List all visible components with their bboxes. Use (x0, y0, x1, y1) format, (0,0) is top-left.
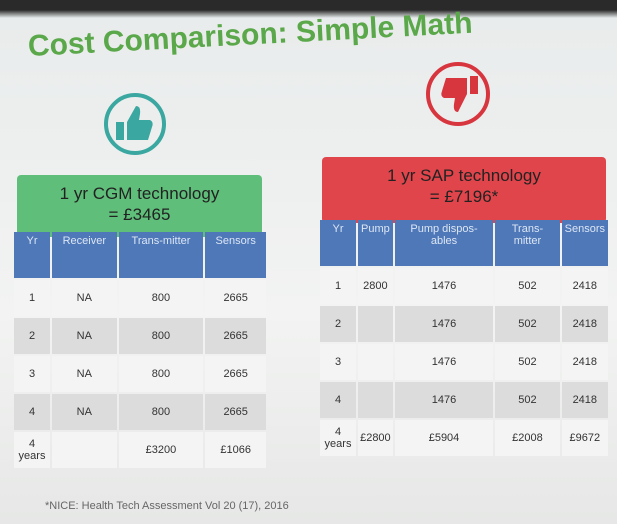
slide-title: Cost Comparison: Simple Math (27, 6, 474, 63)
table-cell: 1 (320, 268, 356, 304)
table-cell (358, 344, 393, 380)
table-row: 4 NA 800 2665 (14, 394, 266, 430)
header-cell: Yr (320, 220, 356, 266)
table-cell: 2 (14, 318, 50, 354)
heading: 1 yr CGM technology (59, 184, 220, 203)
heading: 1 yr SAP technology (387, 166, 541, 185)
thumbs-up-icon (104, 93, 166, 155)
header-cell: Pump (358, 220, 393, 266)
table-cell: 4 years (14, 432, 50, 468)
table-row: 1 2800 1476 502 2418 (320, 268, 608, 304)
cgm-table: Yr Receiver Trans-mitter Sensors 1 NA 800 2665 2… (12, 230, 268, 470)
table-cell: £1066 (205, 432, 266, 468)
table-cell: 1476 (394, 268, 494, 304)
table-cell: NA (52, 394, 117, 430)
table-cell: £2008 (495, 420, 560, 456)
table-cell: 2418 (561, 382, 608, 418)
cgm-heading-box: 1 yr CGM technology = £3465 (17, 175, 262, 237)
table-cell: 502 (495, 268, 560, 304)
header-row: Yr Receiver Trans-mitter Sensors (14, 232, 266, 278)
table-cell: 800 (118, 318, 204, 354)
table-cell (358, 306, 393, 342)
table-cell: 3 (320, 344, 356, 380)
table-row: 4 years £3200 £1066 (14, 432, 266, 468)
thumbs-down-icon (426, 62, 490, 126)
table-cell: 502 (495, 306, 560, 342)
table-cell: 1476 (394, 344, 494, 380)
header-cell: Sensors (205, 232, 266, 278)
table-row: 2 NA 800 2665 (14, 318, 266, 354)
table-cell: 2 (320, 306, 356, 342)
table-row: 1 NA 800 2665 (14, 280, 266, 316)
header-cell: Trans-mitter (118, 232, 204, 278)
table-row: 3 1476 502 2418 (320, 344, 608, 380)
table-row: 4 1476 502 2418 (320, 382, 608, 418)
sap-heading-box: 1 yr SAP technology = £7196* (322, 157, 606, 223)
header-cell: Trans-mitter (495, 220, 560, 266)
total: = £7196* (429, 187, 499, 206)
table-row: 4 years £2800 £5904 £2008 £9672 (320, 420, 608, 456)
table-cell: 1 (14, 280, 50, 316)
header-row: Yr Pump Pump dispos-ables Trans-mitter Senso… (320, 220, 608, 266)
table-cell: NA (52, 318, 117, 354)
table-cell: 2665 (205, 318, 266, 354)
table-cell: 1476 (394, 306, 494, 342)
table-row: 2 1476 502 2418 (320, 306, 608, 342)
table-cell: 800 (118, 394, 204, 430)
table-cell: 800 (118, 356, 204, 392)
table-row: 3 NA 800 2665 (14, 356, 266, 392)
table-cell: £3200 (118, 432, 204, 468)
table-cell: 1476 (394, 382, 494, 418)
table-cell: £2800 (358, 420, 393, 456)
table-cell: 4 years (320, 420, 356, 456)
footnote: *NICE: Health Tech Assessment Vol 20 (17… (45, 500, 289, 512)
total: = £3465 (108, 205, 171, 224)
header-cell: Pump dispos-ables (394, 220, 494, 266)
table-cell (52, 432, 117, 468)
table-cell: 2418 (561, 268, 608, 304)
table-cell: 502 (495, 382, 560, 418)
table-cell: 4 (14, 394, 50, 430)
header-cell: Sensors (561, 220, 608, 266)
table-cell (358, 382, 393, 418)
table-cell: 2665 (205, 280, 266, 316)
table-cell: £9672 (561, 420, 608, 456)
table-cell: 2800 (358, 268, 393, 304)
table-cell: 2418 (561, 306, 608, 342)
header-cell: Yr (14, 232, 50, 278)
header-cell: Receiver (52, 232, 117, 278)
table-cell: £5904 (394, 420, 494, 456)
table-cell: 502 (495, 344, 560, 380)
table-cell: 2665 (205, 356, 266, 392)
table-cell: 2665 (205, 394, 266, 430)
table-cell: 800 (118, 280, 204, 316)
table-cell: NA (52, 356, 117, 392)
table-cell: 2418 (561, 344, 608, 380)
table-cell: 4 (320, 382, 356, 418)
table-cell: NA (52, 280, 117, 316)
sap-table: Yr Pump Pump dispos-ables Trans-mitter Senso… (318, 218, 610, 458)
table-cell: 3 (14, 356, 50, 392)
